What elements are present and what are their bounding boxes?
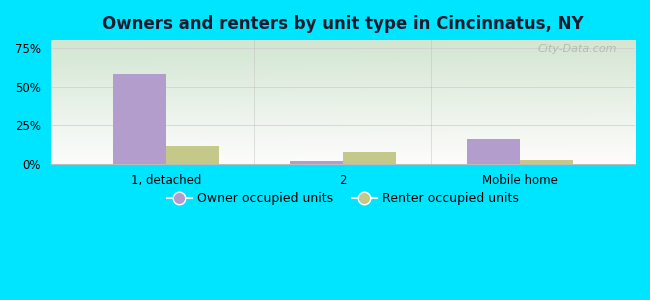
Title: Owners and renters by unit type in Cincinnatus, NY: Owners and renters by unit type in Cinci…	[102, 15, 584, 33]
Bar	[112, 74, 166, 164]
Bar	[166, 146, 219, 164]
Text: City-Data.com: City-Data.com	[538, 44, 617, 54]
Bar	[467, 140, 520, 164]
Bar	[520, 160, 573, 164]
Bar	[343, 152, 396, 164]
Bar	[290, 161, 343, 164]
Legend: Owner occupied units, Renter occupied units: Owner occupied units, Renter occupied un…	[162, 187, 524, 210]
